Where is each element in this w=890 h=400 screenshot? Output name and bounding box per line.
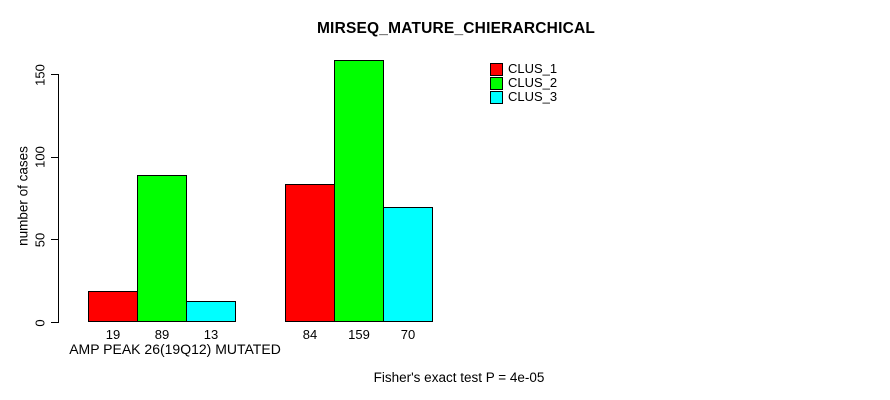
bar-clus_1-group-1: [88, 291, 138, 323]
y-axis-line: [58, 74, 59, 323]
bar-clus_3-group-2: [383, 206, 433, 323]
legend-swatch-clus_1: [490, 62, 503, 76]
legend-item-clus_2: CLUS_2: [490, 76, 557, 90]
bar-clus_2-group-2: [334, 59, 384, 323]
bar-value-label: 159: [348, 327, 370, 342]
y-axis-label: number of cases: [15, 146, 31, 246]
legend-swatch-clus_3: [490, 90, 503, 104]
legend-item-clus_3: CLUS_3: [490, 90, 557, 104]
bar-value-label: 89: [154, 327, 170, 342]
bar-value-label: 70: [400, 327, 416, 342]
bar-value-label: 13: [203, 327, 219, 342]
y-tick-label: 0: [32, 318, 48, 327]
legend-swatch-clus_2: [490, 76, 503, 90]
y-tick-mark: [51, 239, 58, 241]
y-tick-mark: [51, 322, 58, 323]
y-tick-label: 50: [32, 232, 48, 248]
fisher-test-note: Fisher's exact test P = 4e-05: [373, 370, 545, 385]
bar-clus_3-group-1: [186, 301, 236, 323]
x-category-label: AMP PEAK 26(19Q12) MUTATED: [69, 341, 281, 357]
y-tick-label: 150: [32, 63, 48, 86]
bar-value-label: 19: [105, 327, 121, 342]
y-tick-label: 100: [32, 146, 48, 169]
bar-value-label: 84: [302, 327, 318, 342]
y-tick-mark: [51, 156, 58, 158]
bar-clus_2-group-1: [137, 175, 187, 323]
bar-clus_1-group-2: [285, 183, 335, 323]
chart-title: MIRSEQ_MATURE_CHIERARCHICAL: [316, 20, 596, 37]
legend: CLUS_1 CLUS_2 CLUS_3: [490, 62, 557, 104]
legend-item-label: CLUS_1: [508, 61, 558, 76]
y-tick-mark: [51, 74, 58, 76]
legend-item-label: CLUS_3: [508, 89, 558, 104]
legend-item-label: CLUS_2: [508, 75, 558, 90]
legend-item-clus_1: CLUS_1: [490, 62, 557, 76]
